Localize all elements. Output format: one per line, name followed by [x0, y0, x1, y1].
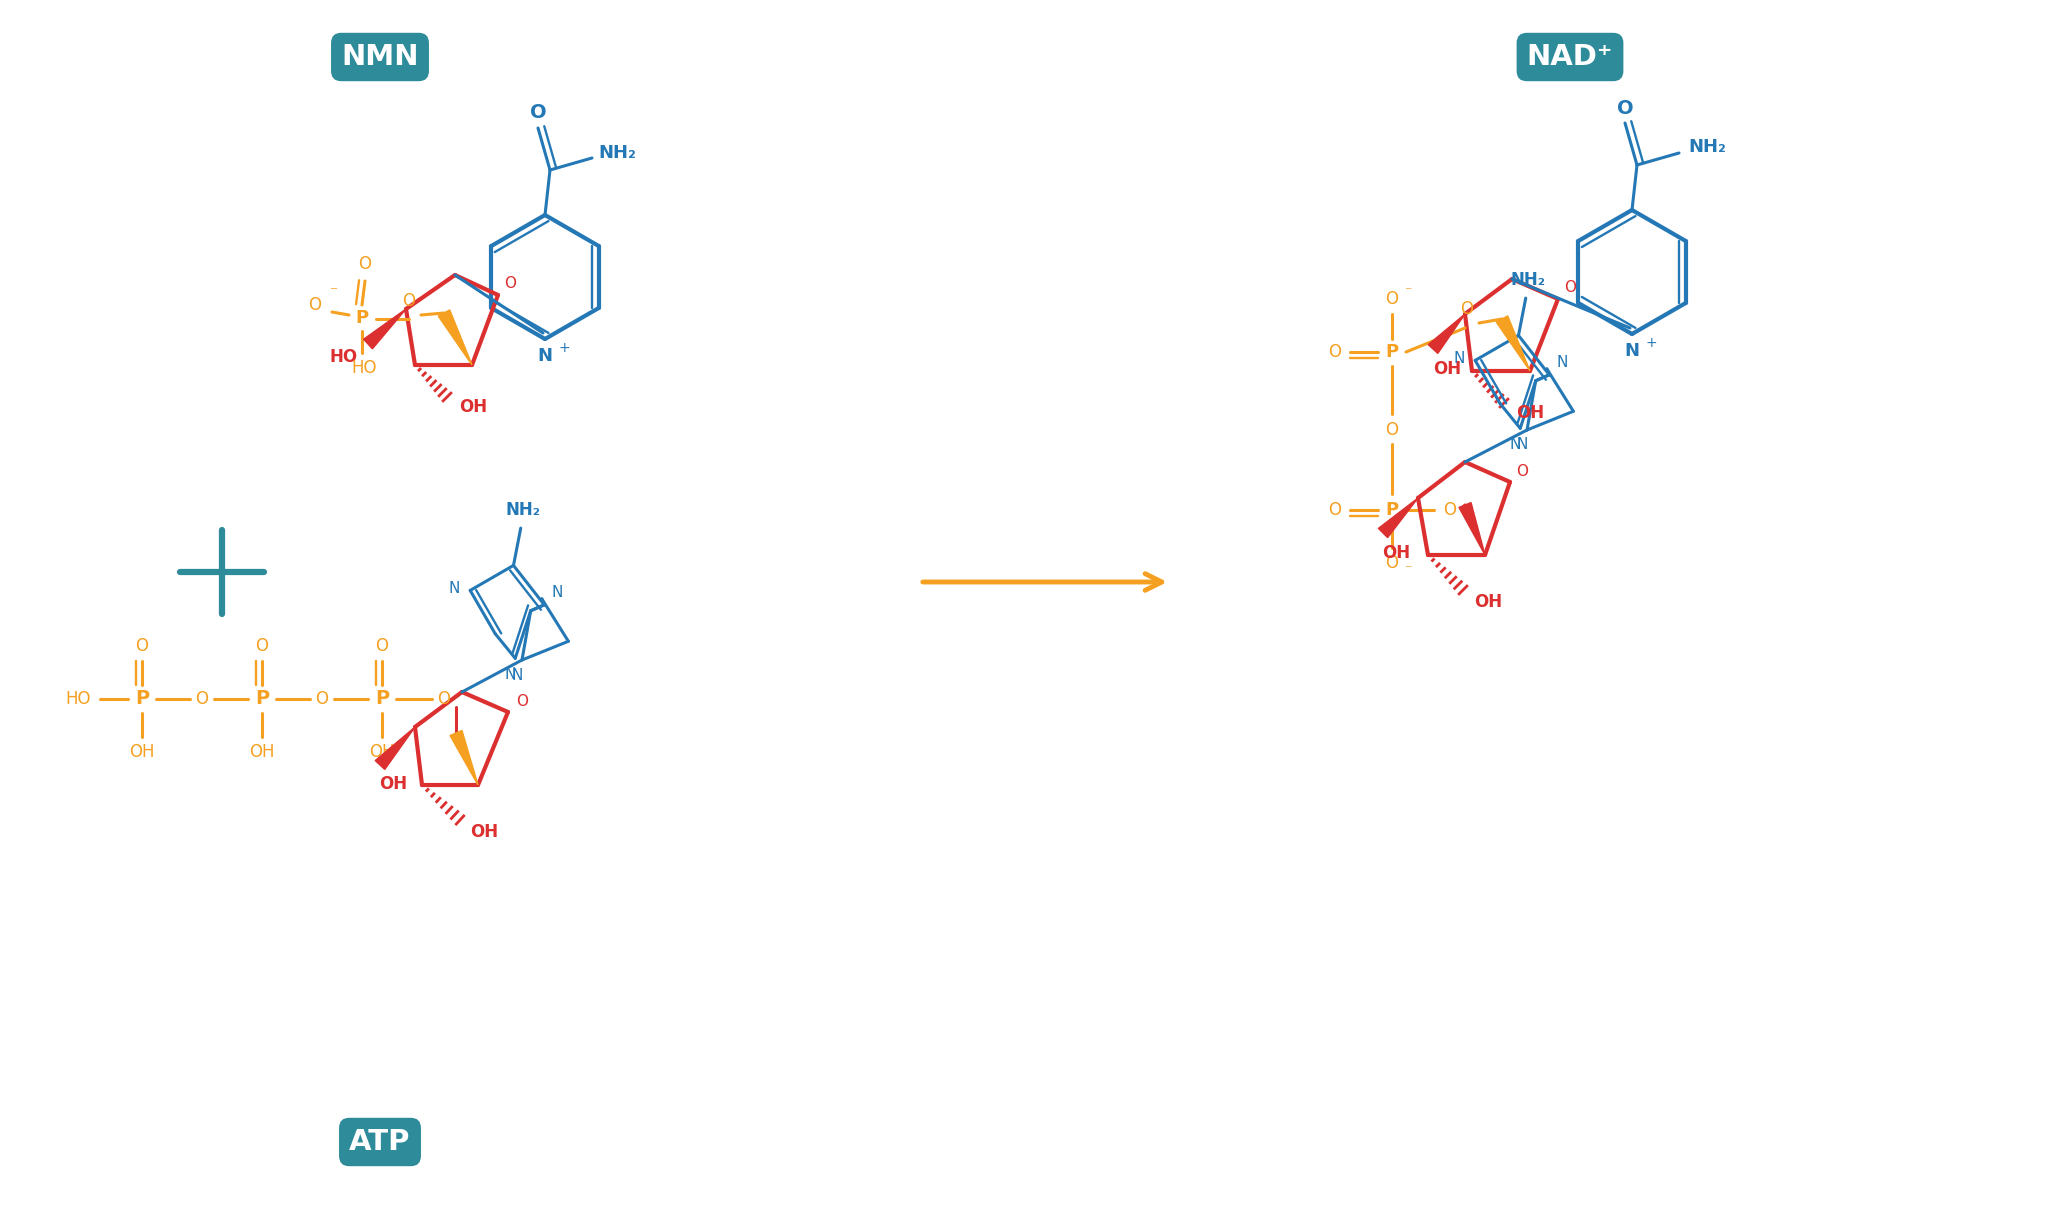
Text: N: N — [551, 585, 563, 600]
Text: OH: OH — [369, 744, 395, 760]
Text: P: P — [375, 689, 389, 709]
Text: OH: OH — [1434, 360, 1460, 378]
Text: NAD⁺: NAD⁺ — [1528, 43, 1614, 71]
Text: O: O — [1386, 421, 1399, 439]
Text: O: O — [1386, 554, 1399, 572]
Text: P: P — [356, 309, 369, 327]
Text: P: P — [135, 689, 150, 709]
Text: HO: HO — [66, 690, 90, 709]
Text: OH: OH — [1516, 404, 1544, 422]
Text: O: O — [1329, 343, 1341, 361]
Text: O: O — [1516, 465, 1528, 479]
Text: N: N — [1454, 351, 1464, 366]
Text: O: O — [135, 637, 150, 655]
Text: P: P — [254, 689, 268, 709]
Text: OH: OH — [1382, 544, 1411, 562]
Text: ⁻: ⁻ — [1405, 562, 1411, 577]
Text: OH: OH — [129, 744, 156, 760]
Text: ATP: ATP — [350, 1129, 412, 1156]
Text: NH₂: NH₂ — [1688, 138, 1726, 156]
Text: P: P — [1384, 343, 1399, 361]
Text: OH: OH — [469, 823, 498, 841]
Text: NMN: NMN — [342, 43, 418, 71]
Text: N: N — [449, 581, 461, 596]
Polygon shape — [451, 730, 477, 785]
Text: N: N — [504, 666, 516, 682]
Text: +: + — [559, 342, 569, 355]
Text: O: O — [516, 694, 528, 710]
Text: O: O — [1460, 301, 1473, 317]
Text: O: O — [358, 255, 371, 273]
Text: N: N — [1556, 355, 1567, 371]
Text: ⁻: ⁻ — [1405, 285, 1411, 299]
Text: N: N — [1509, 437, 1522, 451]
Text: ⁻: ⁻ — [330, 285, 338, 299]
Text: O: O — [256, 637, 268, 655]
Text: NH₂: NH₂ — [598, 144, 637, 162]
Text: N: N — [1516, 437, 1528, 453]
Text: N: N — [537, 346, 553, 365]
Polygon shape — [1378, 498, 1417, 537]
Text: O: O — [1329, 501, 1341, 519]
Text: O: O — [195, 690, 209, 709]
Text: OH: OH — [250, 744, 274, 760]
Text: N: N — [1624, 342, 1640, 360]
Text: OH: OH — [379, 775, 408, 793]
Polygon shape — [365, 309, 406, 349]
Text: +: + — [1645, 336, 1657, 350]
Text: O: O — [1565, 280, 1577, 295]
Text: O: O — [530, 104, 547, 122]
Polygon shape — [1458, 502, 1485, 555]
Polygon shape — [438, 310, 471, 365]
Text: O: O — [1616, 99, 1634, 117]
Text: O: O — [315, 690, 328, 709]
Text: N: N — [512, 667, 522, 682]
Text: HO: HO — [330, 348, 358, 366]
Text: HO: HO — [352, 358, 377, 377]
Polygon shape — [1427, 314, 1464, 354]
Polygon shape — [1497, 316, 1530, 371]
Text: O: O — [1386, 290, 1399, 308]
Text: O: O — [1444, 501, 1456, 519]
Text: O: O — [504, 275, 516, 291]
Text: OH: OH — [1475, 593, 1501, 611]
Text: NH₂: NH₂ — [1509, 272, 1546, 290]
Text: O: O — [309, 296, 322, 314]
Text: P: P — [1384, 501, 1399, 519]
Text: O: O — [403, 292, 416, 310]
Text: O: O — [375, 637, 389, 655]
Text: O: O — [438, 690, 451, 709]
Text: NH₂: NH₂ — [506, 501, 541, 519]
Polygon shape — [375, 727, 416, 769]
Text: OH: OH — [459, 398, 487, 416]
